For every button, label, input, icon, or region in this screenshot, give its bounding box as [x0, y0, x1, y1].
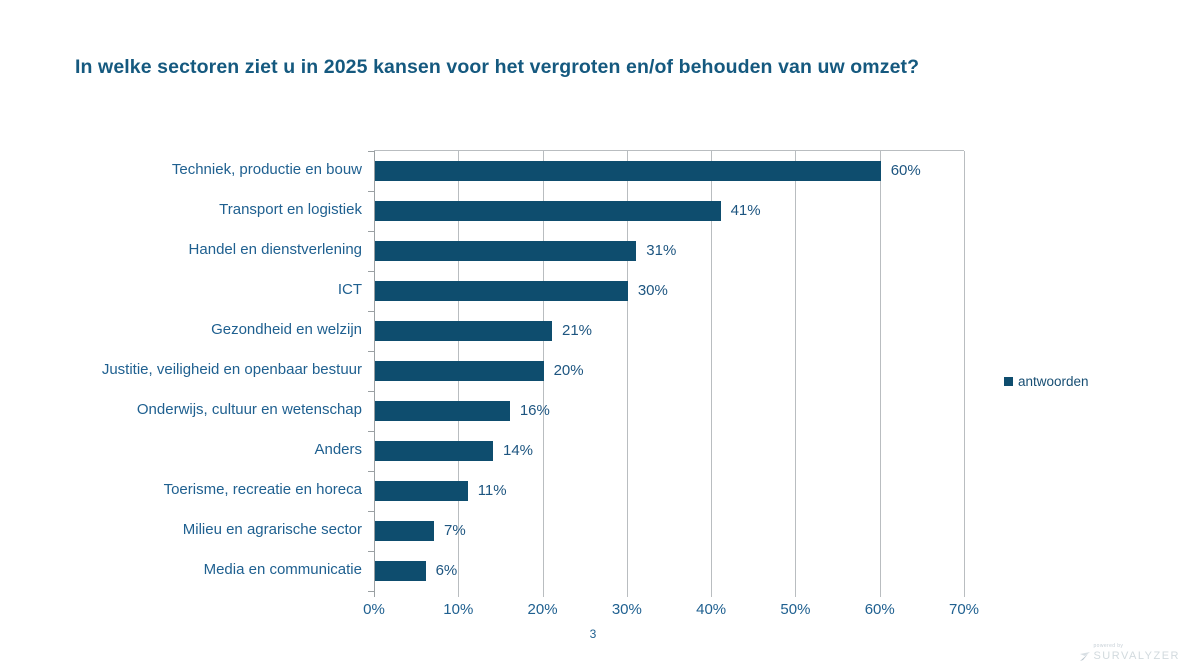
category-axis-labels: Techniek, productie en bouw Transport en … [0, 150, 362, 590]
x-axis-tick-label: 40% [696, 601, 727, 618]
category-axis-tick [368, 231, 374, 232]
category-label-milieu-en-agrarische-sector: Milieu en agrarische sector [182, 521, 362, 538]
category-axis-tick [368, 391, 374, 392]
category-axis-tick [368, 511, 374, 512]
category-label-gezondheid-en-welzijn: Gezondheid en welzijn [211, 321, 362, 338]
bar-transport-en-logistiek [375, 201, 721, 221]
bar-onderwijs-cultuur-en-wetenschap [375, 401, 510, 421]
bar-justitie-veiligheid-en-openbaar-bestuur [375, 361, 544, 381]
category-axis-tick [368, 591, 374, 592]
gridline [626, 151, 628, 597]
category-axis-tick [368, 151, 374, 152]
x-axis-tick-label: 10% [443, 601, 474, 618]
page-number: 3 [589, 627, 597, 641]
category-axis-tick [368, 311, 374, 312]
value-axis-line [374, 151, 375, 597]
data-label-media-en-communicatie: 6% [435, 562, 458, 579]
chart-title: In welke sectoren ziet u in 2025 kansen … [75, 56, 920, 78]
data-label-anders: 14% [503, 442, 534, 459]
category-label-onderwijs-cultuur-en-wetenschap: Onderwijs, cultuur en wetenschap [136, 401, 362, 418]
survalyzer-logo: powered by SURVALYZER [1079, 643, 1180, 662]
data-label-toerisme-recreatie-en-horeca: 11% [477, 482, 507, 499]
x-axis-tick-label: 70% [948, 601, 980, 618]
data-label-techniek-productie-en-bouw: 60% [890, 162, 921, 179]
legend-square-icon [1004, 377, 1013, 386]
category-label-justitie-veiligheid-en-openbaar-bestuur: Justitie, veiligheid en openbaar bestuur [101, 361, 362, 378]
gridline [964, 151, 965, 597]
x-axis-tick-label: 30% [611, 601, 642, 618]
data-label-gezondheid-en-welzijn: 21% [562, 322, 593, 339]
category-axis-tick [368, 191, 374, 192]
data-label-transport-en-logistiek: 41% [730, 202, 761, 219]
category-axis-tick [368, 431, 374, 432]
category-label-techniek-productie-en-bouw: Techniek, productie en bouw [171, 161, 362, 178]
category-axis-tick [368, 351, 374, 352]
category-label-ict: ICT [337, 281, 362, 298]
powered-by-text: powered by [1093, 643, 1124, 649]
bar-milieu-en-agrarische-sector [375, 521, 434, 541]
data-label-justitie-veiligheid-en-openbaar-bestuur: 20% [553, 362, 584, 379]
x-axis-tick-label: 50% [780, 601, 811, 618]
survalyzer-mark-icon [1079, 651, 1091, 662]
category-label-anders: Anders [314, 441, 362, 458]
bar-anders [375, 441, 493, 461]
category-label-transport-en-logistiek: Transport en logistiek [219, 201, 362, 218]
data-label-milieu-en-agrarische-sector: 7% [444, 522, 466, 539]
bar-gezondheid-en-welzijn [375, 321, 552, 341]
survalyzer-brand-text: SURVALYZER [1093, 650, 1180, 662]
x-axis-tick-label: 20% [527, 601, 558, 618]
category-axis-tick [368, 271, 374, 272]
category-axis-tick [368, 471, 374, 472]
category-label-media-en-communicatie: Media en communicatie [203, 561, 362, 578]
plot-area: 0% 10% 20% 30% 40% 50% 60% 70% 60% 41% 31% 30% 21% 20… [363, 150, 979, 618]
gridline [711, 151, 713, 597]
category-label-toerisme-recreatie-en-horeca: Toerisme, recreatie en horeca [163, 481, 362, 498]
x-axis-tick-label: 60% [864, 601, 895, 618]
bar-ict [375, 281, 628, 301]
category-label-handel-en-dienstverlening: Handel en dienstverlening [188, 241, 362, 258]
category-axis-tick [368, 551, 374, 552]
x-axis-tick-label: 0% [363, 601, 385, 618]
legend: antwoorden [1004, 374, 1089, 389]
gridline [879, 151, 881, 597]
bar-media-en-communicatie [375, 561, 426, 581]
bar-techniek-productie-en-bouw [375, 161, 881, 181]
data-label-ict: 30% [637, 282, 668, 299]
bar-toerisme-recreatie-en-horeca [375, 481, 468, 501]
gridline [795, 151, 797, 597]
data-label-handel-en-dienstverlening: 31% [646, 242, 677, 259]
data-label-onderwijs-cultuur-en-wetenschap: 16% [519, 402, 550, 419]
bar-handel-en-dienstverlening [375, 241, 637, 261]
legend-label: antwoorden [1018, 374, 1089, 389]
